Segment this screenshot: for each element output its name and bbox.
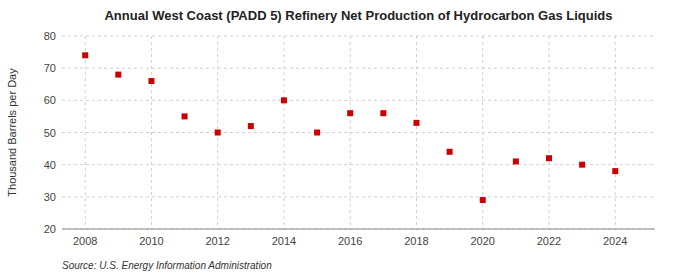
y-grid-line xyxy=(62,229,655,230)
x-tick-label: 2012 xyxy=(205,235,229,247)
x-tick-label: 2014 xyxy=(272,235,296,247)
x-grid-line xyxy=(283,36,284,229)
point xyxy=(182,113,188,119)
y-tick-label: 20 xyxy=(44,223,56,235)
y-tick-label: 40 xyxy=(44,159,56,171)
points xyxy=(82,52,618,203)
x-tick-label: 2018 xyxy=(404,235,428,247)
point xyxy=(612,168,618,174)
point xyxy=(248,123,254,129)
point xyxy=(148,78,154,84)
x-grid-line xyxy=(615,36,616,229)
grid xyxy=(62,36,655,229)
point xyxy=(480,197,486,203)
point xyxy=(380,110,386,116)
x-grid-line xyxy=(350,36,351,229)
annotation: Source: U.S. Energy Information Administ… xyxy=(62,260,272,271)
point xyxy=(513,158,519,164)
y-tick-label: 70 xyxy=(44,62,56,74)
x-grid-line xyxy=(548,36,549,229)
title: Annual West Coast (PADD 5) Refinery Net … xyxy=(104,8,612,23)
x-tick-label: 2020 xyxy=(470,235,494,247)
point xyxy=(314,130,320,136)
x-grid-line xyxy=(416,36,417,229)
chart: Annual West Coast (PADD 5) Refinery Net … xyxy=(0,0,675,275)
y-grid-line xyxy=(62,196,655,197)
x-tick-label: 2024 xyxy=(603,235,627,247)
y-axis-label: Thousand Barrels per Day xyxy=(6,68,18,197)
point xyxy=(447,149,453,155)
point xyxy=(579,162,585,168)
y-tick-label: 60 xyxy=(44,94,56,106)
point xyxy=(413,120,419,126)
point xyxy=(546,155,552,161)
x-tick-label: 2010 xyxy=(139,235,163,247)
point xyxy=(281,97,287,103)
point xyxy=(347,110,353,116)
x-grid-line xyxy=(151,36,152,229)
y-tick-label: 30 xyxy=(44,191,56,203)
x-tick-label: 2022 xyxy=(537,235,561,247)
point xyxy=(115,72,121,78)
y-grid-line xyxy=(62,100,655,101)
point xyxy=(82,52,88,58)
x-tick-label: 2008 xyxy=(73,235,97,247)
y-tick-label: 50 xyxy=(44,127,56,139)
x-axis-line xyxy=(62,229,655,230)
x-grid-line xyxy=(85,36,86,229)
point xyxy=(215,130,221,136)
x-tick-label: 2016 xyxy=(338,235,362,247)
y-tick-label: 80 xyxy=(44,30,56,42)
